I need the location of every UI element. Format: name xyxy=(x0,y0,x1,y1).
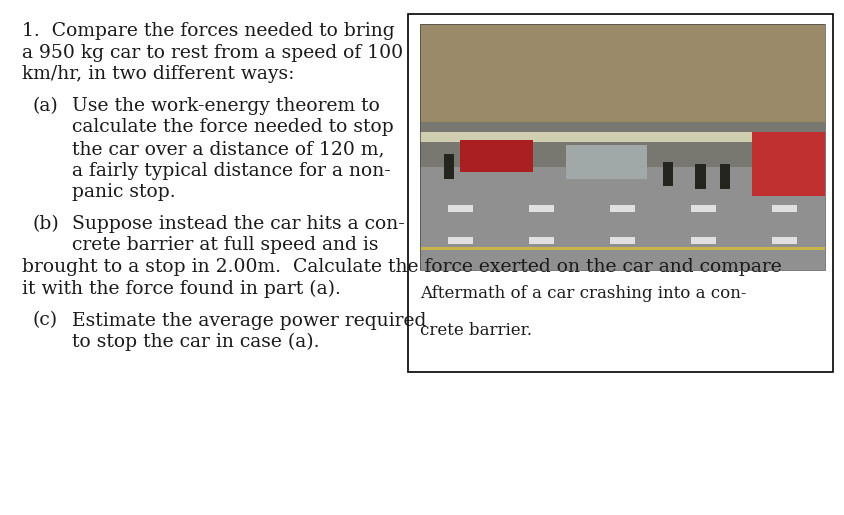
Bar xyxy=(771,205,796,212)
Text: to stop the car in case (a).: to stop the car in case (a). xyxy=(72,333,319,351)
Bar xyxy=(448,205,472,212)
Bar xyxy=(771,237,796,244)
Bar xyxy=(695,164,705,189)
Bar xyxy=(663,162,673,186)
Bar xyxy=(419,167,824,270)
Bar xyxy=(460,140,533,171)
Text: Estimate the average power required: Estimate the average power required xyxy=(72,312,426,330)
Text: Use the work-energy theorem to: Use the work-energy theorem to xyxy=(72,97,380,115)
Text: the car over a distance of 120 m,: the car over a distance of 120 m, xyxy=(72,140,384,158)
Text: crete barrier at full speed and is: crete barrier at full speed and is xyxy=(72,236,378,254)
Bar xyxy=(690,205,715,212)
Text: Suppose instead the car hits a con-: Suppose instead the car hits a con- xyxy=(72,215,404,233)
Text: 1.  Compare the forces needed to bring: 1. Compare the forces needed to bring xyxy=(22,22,394,40)
Bar xyxy=(751,132,824,196)
Bar xyxy=(408,14,832,372)
Text: (b): (b) xyxy=(32,215,59,233)
Text: it with the force found in part (a).: it with the force found in part (a). xyxy=(22,280,340,298)
Text: calculate the force needed to stop: calculate the force needed to stop xyxy=(72,118,393,136)
Bar xyxy=(609,205,634,212)
Text: crete barrier.: crete barrier. xyxy=(419,322,532,339)
Bar xyxy=(719,164,729,189)
Text: brought to a stop in 2.00m.  Calculate the force exerted on the car and compare: brought to a stop in 2.00m. Calculate th… xyxy=(22,258,781,276)
Text: a fairly typical distance for a non-: a fairly typical distance for a non- xyxy=(72,162,390,180)
Bar xyxy=(419,247,824,250)
Bar xyxy=(419,24,824,135)
Bar xyxy=(609,237,634,244)
Text: (a): (a) xyxy=(32,97,57,115)
Text: Aftermath of a car crashing into a con-: Aftermath of a car crashing into a con- xyxy=(419,285,745,302)
Bar xyxy=(690,237,715,244)
Text: panic stop.: panic stop. xyxy=(72,183,176,201)
Bar xyxy=(565,145,646,179)
Bar xyxy=(528,237,553,244)
Text: a 950 kg car to rest from a speed of 100: a 950 kg car to rest from a speed of 100 xyxy=(22,43,403,61)
Bar xyxy=(528,205,553,212)
Bar xyxy=(448,237,472,244)
Bar xyxy=(419,123,824,177)
Bar xyxy=(419,24,824,270)
Text: (c): (c) xyxy=(32,312,57,330)
Text: km/hr, in two different ways:: km/hr, in two different ways: xyxy=(22,65,294,83)
Bar xyxy=(444,154,454,179)
Bar xyxy=(419,132,824,142)
